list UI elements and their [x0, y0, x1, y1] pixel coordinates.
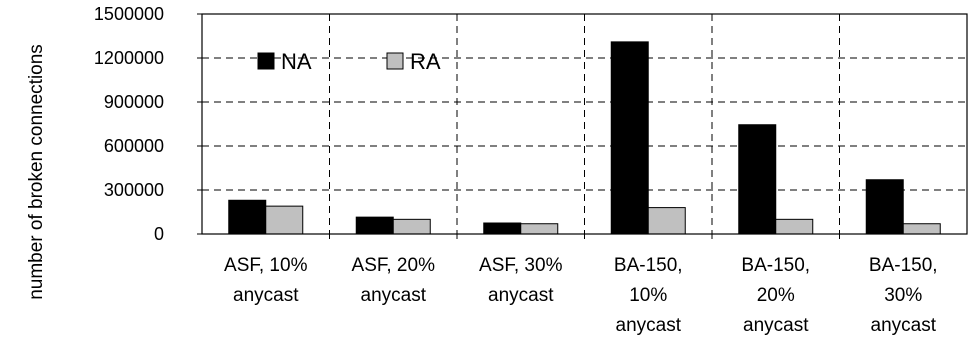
x-category-label: anycast — [488, 285, 554, 306]
bar-ra-2 — [520, 223, 559, 235]
axes — [197, 13, 968, 239]
x-category-labels: ASF, 10% anycast ASF, 20% anycast ASF, 30% an… — [224, 255, 938, 336]
legend-label-na: NA — [281, 49, 312, 74]
bar-ra-1 — [392, 218, 431, 235]
y-tick-label: 0 — [154, 224, 164, 244]
bar-na-0 — [228, 199, 267, 235]
bar-ra-3 — [647, 207, 686, 235]
bar-na-5 — [865, 179, 904, 235]
bar-ra-0 — [265, 205, 304, 235]
x-category-label: BA-150, — [741, 255, 810, 276]
y-tick-label: 300000 — [104, 180, 164, 200]
x-category-label: anycast — [743, 315, 809, 336]
x-category-label: anycast — [361, 285, 427, 306]
y-tick-label: 1500000 — [94, 4, 164, 24]
y-tick-label: 1200000 — [94, 48, 164, 68]
y-tick-label: 900000 — [104, 92, 164, 112]
x-category-label: BA-150, — [614, 255, 683, 276]
bar-na-2 — [483, 222, 522, 235]
legend: NA RA — [257, 49, 441, 74]
x-category-label: BA-150, — [869, 255, 938, 276]
bar-na-4 — [738, 124, 777, 235]
x-category-label: 30% — [884, 285, 922, 306]
x-category-label: 10% — [629, 285, 667, 306]
y-tick-label: 600000 — [104, 136, 164, 156]
legend-label-ra: RA — [410, 49, 441, 74]
legend-swatch-na — [257, 52, 275, 70]
bars — [228, 41, 941, 235]
bar-ra-4 — [775, 218, 814, 235]
x-category-label: anycast — [616, 315, 682, 336]
legend-swatch-ra — [386, 52, 404, 70]
x-category-label: anycast — [233, 285, 299, 306]
bar-ra-5 — [902, 223, 941, 235]
x-category-label: ASF, 10% — [224, 255, 308, 276]
bar-na-3 — [610, 41, 649, 235]
x-category-label: ASF, 20% — [352, 255, 436, 276]
x-category-label: 20% — [757, 285, 795, 306]
x-category-label: anycast — [871, 315, 937, 336]
x-category-label: ASF, 30% — [479, 255, 563, 276]
y-tick-labels: 0 300000 600000 900000 1200000 1500000 — [94, 4, 164, 244]
bar-na-1 — [355, 216, 394, 235]
gridlines — [202, 14, 967, 234]
y-axis-label: number of broken connections — [26, 44, 47, 300]
